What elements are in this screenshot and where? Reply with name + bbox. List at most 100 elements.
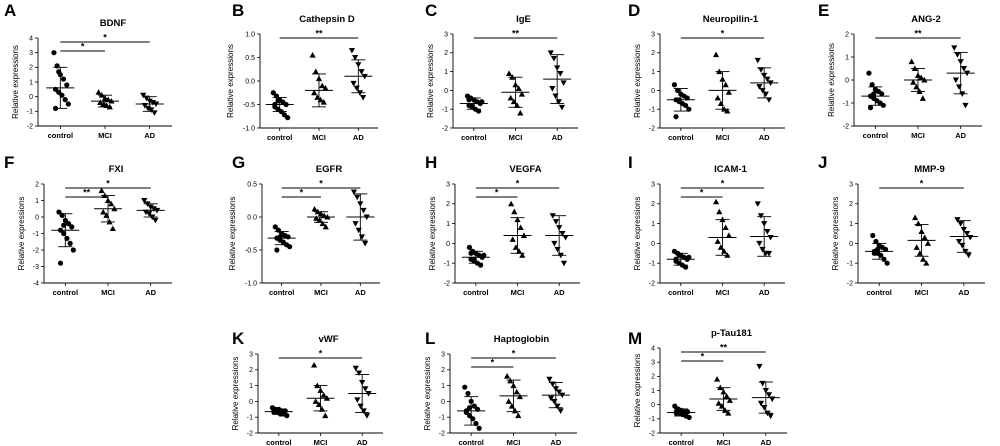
y-tick-label: 3 — [651, 181, 655, 188]
data-point — [767, 413, 774, 420]
data-point — [309, 52, 316, 58]
data-point — [880, 102, 886, 108]
x-category-label: AD — [353, 133, 364, 142]
data-point — [684, 409, 691, 415]
significance-label: * — [106, 179, 110, 189]
y-tick-label: 2 — [444, 50, 448, 57]
x-category-label: control — [458, 438, 483, 446]
panel-title: Neuropilin-1 — [703, 14, 759, 25]
y-tick-label: 1 — [249, 383, 253, 390]
data-point — [350, 189, 358, 196]
significance-label: * — [491, 358, 495, 368]
x-category-label: control — [668, 288, 693, 297]
y-tick-label: -2 — [444, 280, 450, 287]
data-point — [513, 388, 520, 395]
data-point — [908, 58, 915, 65]
x-category-label: MCI — [314, 288, 328, 297]
significance-label: * — [516, 179, 520, 189]
y-tick-label: -1 — [843, 100, 849, 107]
data-point — [560, 80, 567, 86]
y-tick-label: -4 — [33, 280, 39, 287]
y-tick-label: 1 — [441, 383, 445, 390]
x-category-label: MCI — [98, 131, 112, 140]
x-category-label: MCI — [911, 131, 925, 140]
data-point — [352, 221, 359, 227]
y-tick-label: -1 — [442, 107, 448, 114]
data-point — [918, 74, 925, 81]
data-point — [547, 50, 554, 56]
panel-letter: L — [425, 329, 435, 348]
x-category-label: MCI — [717, 438, 731, 446]
data-point — [274, 247, 280, 253]
panel-c: C IgE -2 -1 0 1 2 3 Relative expressions control M… — [425, 1, 578, 142]
data-point — [716, 208, 723, 215]
panel-title: ANG-2 — [911, 14, 941, 25]
data-point — [479, 99, 485, 105]
x-category-label: control — [463, 288, 488, 297]
data-point — [507, 94, 514, 101]
y-tick-label: 2 — [249, 367, 253, 374]
panel-letter: H — [425, 153, 437, 172]
data-point — [962, 102, 969, 109]
y-tick-label: 0 — [441, 399, 445, 406]
data-point — [671, 82, 678, 88]
x-category-label: AD — [760, 438, 771, 446]
data-point — [921, 234, 928, 240]
y-axis-label: Relative expressions — [17, 197, 26, 271]
data-point — [518, 91, 525, 97]
data-point — [963, 231, 971, 237]
data-point — [507, 377, 514, 384]
panel-h: H VEGFA -2 -1 0 1 2 3 Relative expressions contro… — [425, 153, 580, 297]
data-point — [100, 208, 107, 215]
panel-letter: F — [4, 153, 14, 172]
x-category-label: AD — [145, 288, 156, 297]
y-tick-label: -2 — [247, 430, 253, 437]
data-point — [476, 425, 482, 431]
y-axis-label: Relative expressions — [426, 44, 435, 118]
data-point — [363, 413, 371, 419]
data-point — [686, 106, 692, 112]
y-tick-label: 0.5 — [247, 181, 257, 188]
data-point — [515, 412, 522, 419]
data-point — [725, 232, 732, 238]
y-tick-label: 3 — [651, 360, 655, 367]
significance-label: * — [721, 29, 725, 39]
data-point — [322, 223, 329, 230]
x-category-label: AD — [355, 288, 366, 297]
data-point — [509, 236, 516, 242]
data-point — [765, 250, 773, 257]
data-point — [955, 238, 963, 245]
data-point — [312, 398, 319, 404]
y-tick-label: 3 — [441, 351, 445, 358]
data-point — [675, 87, 681, 93]
y-tick-label: 0 — [29, 94, 33, 101]
data-point — [508, 200, 515, 207]
data-point — [358, 69, 365, 75]
data-point — [765, 392, 773, 398]
data-point — [67, 240, 73, 246]
data-point — [141, 198, 148, 204]
data-point — [722, 81, 729, 88]
data-point — [683, 102, 689, 109]
data-point — [764, 76, 771, 83]
panel-title: BDNF — [100, 18, 127, 29]
y-axis-label: Relative expressions — [228, 197, 237, 271]
y-tick-label: 0 — [651, 241, 655, 248]
data-point — [757, 67, 765, 73]
data-point — [65, 101, 71, 107]
data-point — [955, 84, 963, 90]
data-point — [547, 395, 555, 402]
panel-d: D Neuropilin-1 -2 -1 0 1 2 3 Relative expression… — [628, 1, 785, 142]
data-point — [471, 403, 477, 409]
data-point — [270, 90, 276, 96]
panel-letter: D — [628, 1, 640, 20]
x-category-label: AD — [144, 131, 155, 140]
data-point — [967, 234, 974, 241]
panel-letter: G — [232, 153, 245, 172]
significance-label: * — [319, 349, 323, 359]
data-point — [546, 376, 553, 383]
y-tick-label: 2 — [849, 201, 853, 208]
data-point — [355, 370, 363, 377]
